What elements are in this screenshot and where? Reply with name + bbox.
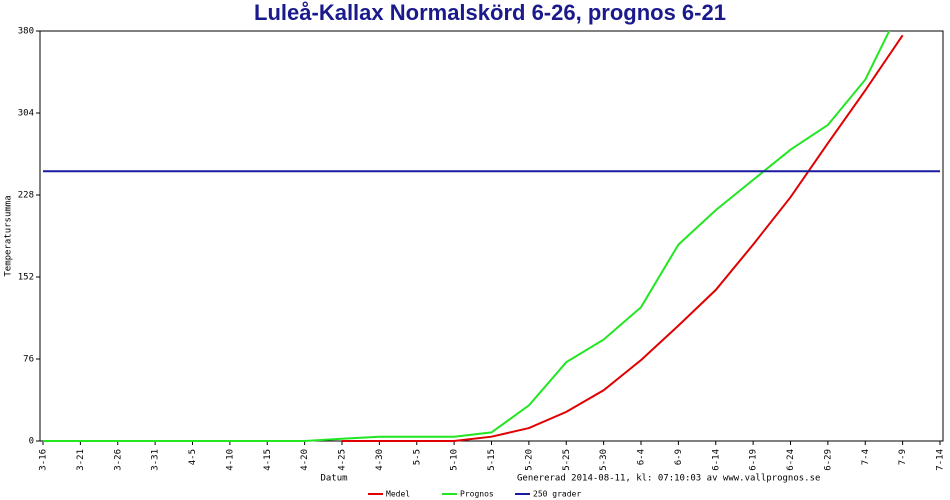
x-tick-label: 6-19 [749,449,759,471]
chart-title: Luleå-Kallax Normalskörd 6-26, prognos 6… [254,0,726,25]
x-tick-label: 6-24 [786,449,796,471]
x-tick-label: 6-14 [711,449,721,471]
x-tick-label: 4-15 [263,449,273,471]
x-tick-label: 7-14 [936,449,946,471]
x-tick-label: 4-20 [300,449,310,471]
x-tick-label: 4-10 [225,449,235,471]
x-tick-label: 4-5 [188,449,198,465]
series-line [342,34,904,442]
x-tick-label: 3-16 [39,449,49,471]
x-tick-label: 7-9 [898,449,908,465]
y-tick-label: 380 [18,27,34,37]
x-tick-label: 3-21 [76,449,86,471]
y-tick-label: 152 [18,273,34,283]
x-axis-label: Datum [320,474,347,484]
x-tick-label: 5-25 [562,449,572,471]
x-tick-label: 5-15 [487,449,497,471]
x-tick-label: 4-25 [338,449,348,471]
x-tick-label: 5-30 [599,449,609,471]
x-tick-label: 7-4 [861,449,871,465]
y-tick-label: 304 [18,109,34,119]
y-tick-label: 76 [23,355,34,365]
x-tick-label: 5-5 [412,449,422,465]
plot-frame [39,30,944,442]
legend-label: 250 grader [533,490,581,499]
x-tick-label: 6-4 [637,449,647,465]
x-tick-label: 3-26 [113,449,123,471]
y-tick-label: 228 [18,191,34,201]
x-tick-label: 3-31 [151,449,161,471]
annotation: Genererad 2014-08-11, kl: 07:10:03 av ww… [517,474,820,484]
y-axis-label: Temperatursumma [4,195,14,276]
legend-label: Medel [386,490,410,499]
plot-area [43,31,940,442]
x-tick-label: 4-30 [375,449,385,471]
series-line [43,31,891,442]
x-tick-label: 6-29 [823,449,833,471]
x-tick-label: 5-10 [450,449,460,471]
y-tick-label: 0 [29,437,34,447]
x-tick-label: 5-20 [524,449,534,471]
legend-label: Prognos [460,490,494,499]
x-tick-label: 6-9 [674,449,684,465]
